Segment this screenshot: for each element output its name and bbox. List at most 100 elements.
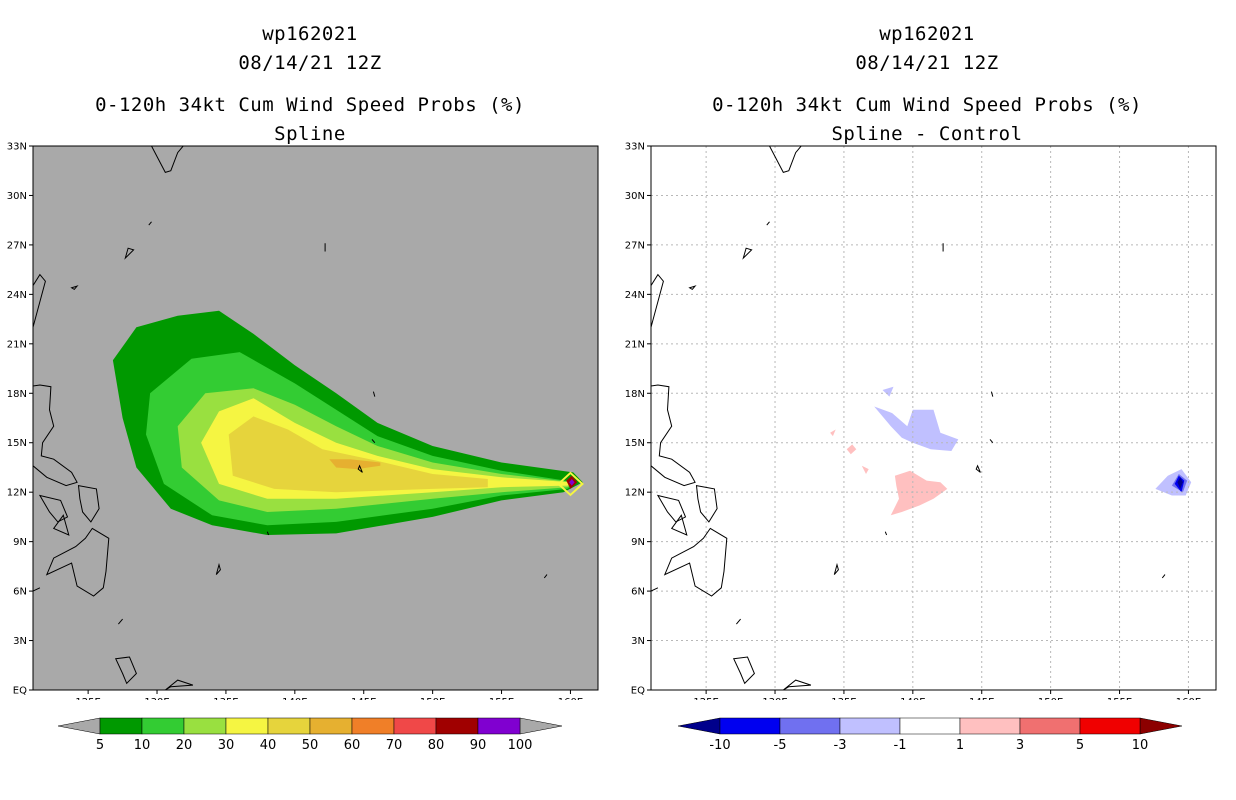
right-ytick-label: 12N <box>625 488 645 499</box>
left-colorbar-swatch-4 <box>267 717 311 735</box>
right-coastline-8 <box>742 247 753 260</box>
left-ytick-label: 21N <box>7 339 27 350</box>
left-colorbar-label: 80 <box>428 738 445 753</box>
left-ytick-label: EQ <box>13 686 27 697</box>
left-title-method: Spline <box>274 123 346 145</box>
left-coastline-4 <box>45 527 110 597</box>
right-map-frame <box>650 145 1217 691</box>
right-coastline-9 <box>688 285 697 291</box>
left-colorbar-label: 90 <box>470 738 487 753</box>
left-contour-90-7 <box>569 479 575 486</box>
left-coastline-20 <box>33 587 41 592</box>
right-title-date: 08/14/21 12Z <box>855 52 999 74</box>
right-coastline-14 <box>989 439 994 444</box>
left-colorbar-label: 20 <box>176 738 193 753</box>
right-colorbar-swatch-5 <box>1019 717 1081 735</box>
right-title-method: Spline - Control <box>831 123 1023 145</box>
left-contour-50-5 <box>329 459 381 470</box>
right-contour-neg1-0 <box>874 406 959 451</box>
left-coastline-3 <box>52 514 70 536</box>
right-ytick-label: 3N <box>631 636 645 647</box>
left-xtick-label: 145E <box>351 697 376 700</box>
right-xtick-label: 125E <box>693 697 718 700</box>
right-xtick-label: 160E <box>1176 697 1201 700</box>
right-coastline-2 <box>695 484 718 523</box>
right-colorbar-label: -1 <box>894 738 907 753</box>
right-contour-neg10-5 <box>1177 477 1183 489</box>
right-contour-1-6 <box>890 470 948 516</box>
right-colorbar-label: 3 <box>1016 738 1024 753</box>
right-contour-1-8 <box>861 465 869 474</box>
left-colorbar-label: 70 <box>386 738 403 753</box>
left-map-frame <box>32 145 599 691</box>
left-colorbar-label: 100 <box>508 738 533 753</box>
right-ytick-label: 33N <box>625 142 645 153</box>
right-colorbar-swatch-4 <box>959 717 1021 735</box>
right-coastline-6 <box>768 146 802 174</box>
left-colorbar-label: 30 <box>218 738 235 753</box>
left-subtitle: 0-120h 34kt Cum Wind Speed Probs (%) Spl… <box>35 91 585 149</box>
right-colorbar-swatch-1 <box>779 717 841 735</box>
right-colorbar-label: 1 <box>956 738 964 753</box>
left-colorbar-label: 40 <box>260 738 277 753</box>
right-xtick-label: 145E <box>969 697 994 700</box>
left-ytick-label: 30N <box>7 191 27 202</box>
right-coastline-10 <box>732 656 755 685</box>
right-coastline-15 <box>990 391 994 397</box>
left-colorbar-swatch-5 <box>309 717 353 735</box>
left-ytick-label: 24N <box>7 290 27 301</box>
left-xtick-label: 135E <box>213 697 238 700</box>
left-colorbar-swatch-9 <box>477 717 521 735</box>
left-ytick-label: 12N <box>7 488 27 499</box>
left-coastline-9 <box>70 285 79 291</box>
left-colorbar-swatch-6 <box>351 717 395 735</box>
right-xtick-label: 140E <box>900 697 925 700</box>
right-difference-map: EQ 3N 6N 9N 12N 15N 18N 21N 24N 27N 30N 33N 125E 130E… <box>625 142 1217 700</box>
left-xtick-label: 125E <box>75 697 100 700</box>
left-colorbar-max-arrow <box>519 717 563 735</box>
right-ytick-label: 30N <box>625 191 645 202</box>
left-title-date: 08/14/21 12Z <box>238 52 382 74</box>
left-colorbar-swatch-3 <box>225 717 269 735</box>
right-ytick-label: 9N <box>631 537 645 548</box>
right-colorbar-label: 10 <box>1132 738 1149 753</box>
left-colorbar: 5 10 20 30 40 50 60 70 80 90 100 <box>57 717 563 753</box>
left-coastline-1 <box>38 494 69 523</box>
right-colorbar-swatch-2 <box>839 717 901 735</box>
left-title-storm-id: wp162021 <box>262 23 358 45</box>
left-ytick-label: 3N <box>13 636 27 647</box>
right-coastline-4 <box>663 527 728 597</box>
right-title: wp162021 08/14/21 12Z <box>652 20 1202 78</box>
left-title: wp162021 08/14/21 12Z <box>35 20 585 78</box>
right-xtick-label: 130E <box>762 697 787 700</box>
right-ytick-label: 27N <box>625 240 645 251</box>
right-coastline-19 <box>884 531 888 536</box>
right-contour-1-9 <box>830 429 836 437</box>
left-coastline-19 <box>266 531 270 536</box>
left-storm-center-ring <box>556 471 584 497</box>
right-coastline-3 <box>670 514 688 536</box>
left-xtick-label: 160E <box>558 697 583 700</box>
right-ytick-label: 15N <box>625 438 645 449</box>
right-ytick-label: 21N <box>625 339 645 350</box>
left-title-product: 0-120h 34kt Cum Wind Speed Probs (%) <box>95 94 525 116</box>
right-ytick-label: 6N <box>631 587 645 598</box>
left-colorbar-label: 5 <box>96 738 104 753</box>
left-coastline-0 <box>33 384 78 487</box>
left-coastline-11 <box>164 679 194 690</box>
right-coastline-0 <box>651 384 696 487</box>
left-coastline-2 <box>77 484 100 523</box>
left-ytick-label: 15N <box>7 438 27 449</box>
left-coastline-18 <box>215 562 221 575</box>
left-xtick-label: 130E <box>144 697 169 700</box>
left-colorbar-swatch-8 <box>435 717 479 735</box>
left-coastline-12 <box>118 618 123 625</box>
left-coastline-15 <box>372 391 376 397</box>
left-coastline-5 <box>33 273 46 329</box>
left-colorbar-label: 60 <box>344 738 361 753</box>
right-subtitle: 0-120h 34kt Cum Wind Speed Probs (%) Spl… <box>652 91 1202 149</box>
left-ytick-label: 27N <box>7 240 27 251</box>
right-colorbar-swatch-3 <box>899 717 961 735</box>
right-coastline-12 <box>736 618 741 625</box>
right-contour-1-7 <box>846 444 857 455</box>
